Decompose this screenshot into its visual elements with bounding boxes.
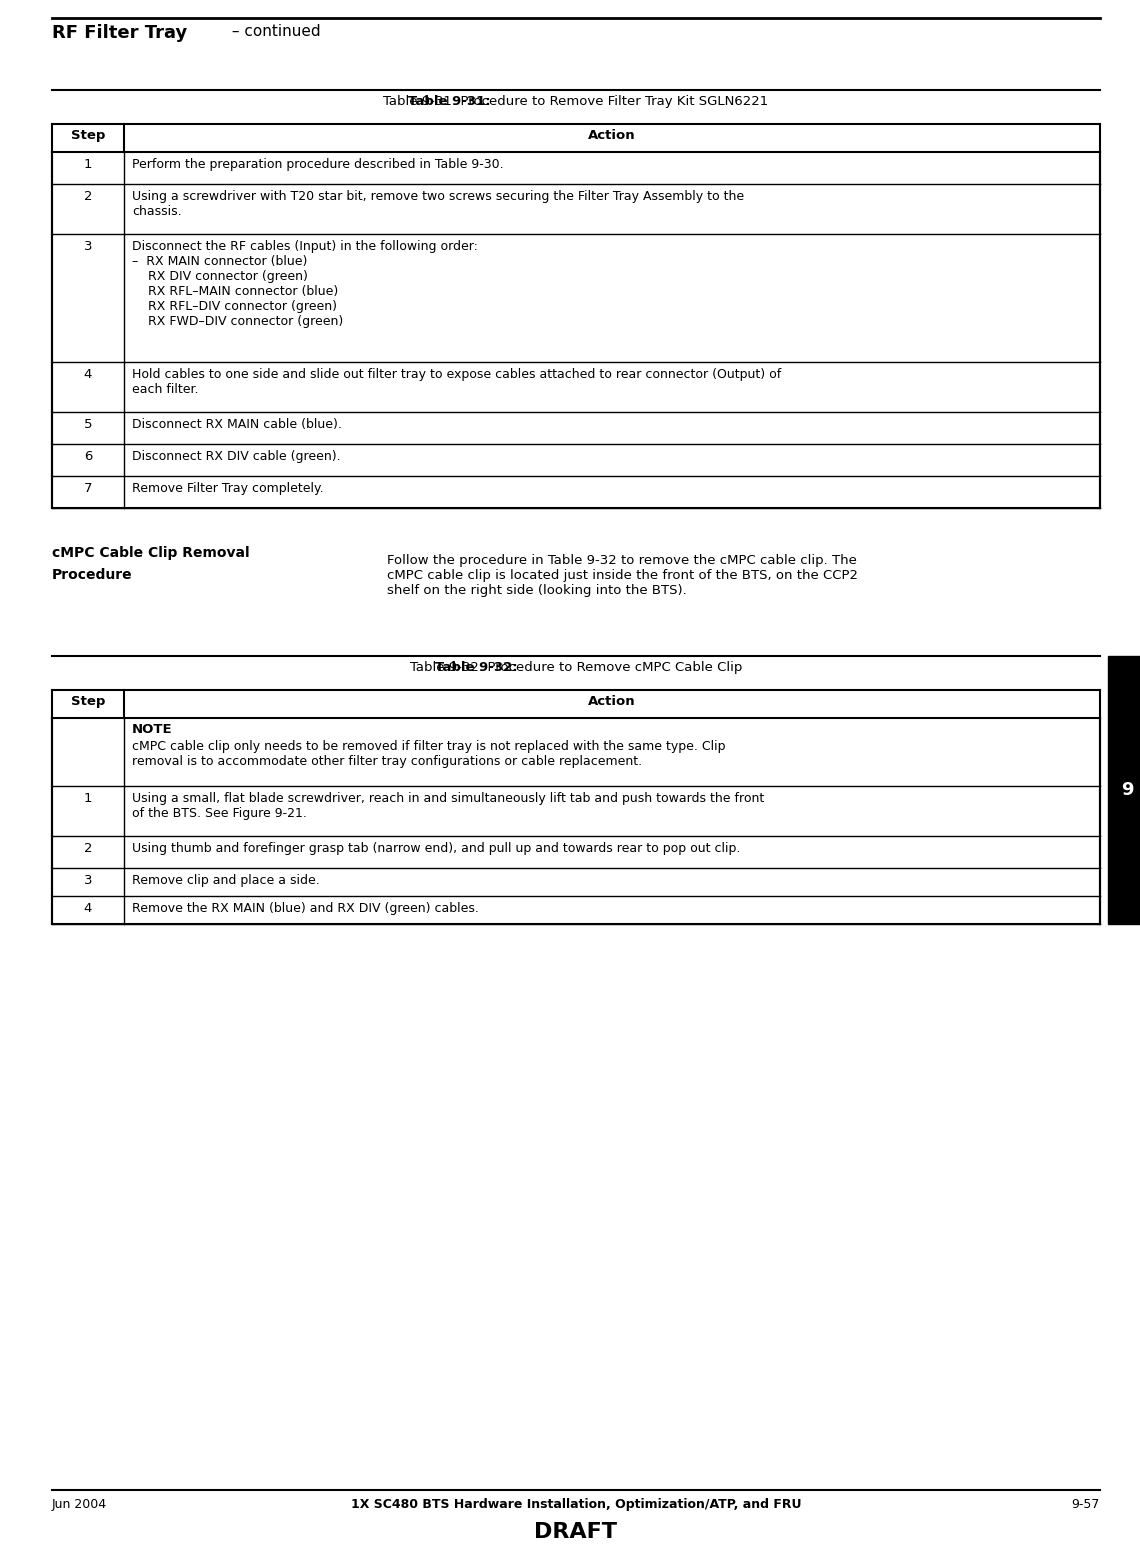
Text: Remove Filter Tray completely.: Remove Filter Tray completely. bbox=[132, 482, 324, 495]
Text: 4: 4 bbox=[84, 903, 92, 915]
Bar bbox=[1108, 656, 1140, 924]
Text: Remove the RX MAIN (blue) and RX DIV (green) cables.: Remove the RX MAIN (blue) and RX DIV (gr… bbox=[132, 903, 479, 915]
Text: Using a small, flat blade screwdriver, reach in and simultaneously lift tab and : Using a small, flat blade screwdriver, r… bbox=[132, 793, 764, 820]
Text: 5: 5 bbox=[83, 419, 92, 431]
Text: 3: 3 bbox=[83, 875, 92, 887]
Text: 1: 1 bbox=[83, 158, 92, 171]
Text: Perform the preparation procedure described in Table 9-30.: Perform the preparation procedure descri… bbox=[132, 158, 504, 171]
Text: cMPC Cable Clip Removal: cMPC Cable Clip Removal bbox=[52, 546, 250, 560]
Text: 7: 7 bbox=[83, 482, 92, 495]
Text: Table 9-31: Procedure to Remove Filter Tray Kit SGLN6221: Table 9-31: Procedure to Remove Filter T… bbox=[383, 95, 768, 109]
Text: Action: Action bbox=[588, 695, 636, 707]
Text: Hold cables to one side and slide out filter tray to expose cables attached to r: Hold cables to one side and slide out fi… bbox=[132, 368, 781, 396]
Text: – continued: – continued bbox=[227, 23, 320, 39]
Text: NOTE: NOTE bbox=[132, 723, 172, 737]
Text: 4: 4 bbox=[84, 368, 92, 382]
Text: Step: Step bbox=[71, 129, 105, 143]
Text: Jun 2004: Jun 2004 bbox=[52, 1498, 107, 1511]
Text: 9-57: 9-57 bbox=[1072, 1498, 1100, 1511]
Text: DRAFT: DRAFT bbox=[535, 1522, 618, 1542]
Text: 6: 6 bbox=[84, 450, 92, 464]
Text: Using a screwdriver with T20 star bit, remove two screws securing the Filter Tra: Using a screwdriver with T20 star bit, r… bbox=[132, 191, 744, 219]
Text: Procedure: Procedure bbox=[52, 568, 132, 582]
Text: cMPC cable clip only needs to be removed if filter tray is not replaced with the: cMPC cable clip only needs to be removed… bbox=[132, 740, 725, 768]
Text: 2: 2 bbox=[83, 842, 92, 855]
Text: 1: 1 bbox=[83, 793, 92, 805]
Text: 1X SC480 BTS Hardware Installation, Optimization/ATP, and FRU: 1X SC480 BTS Hardware Installation, Opti… bbox=[351, 1498, 801, 1511]
Text: RF Filter Tray: RF Filter Tray bbox=[52, 23, 187, 42]
Text: Disconnect RX DIV cable (green).: Disconnect RX DIV cable (green). bbox=[132, 450, 341, 464]
Text: Table 9-31:: Table 9-31: bbox=[408, 95, 490, 109]
Text: 3: 3 bbox=[83, 240, 92, 253]
Text: Table 9-32:: Table 9-32: bbox=[435, 661, 518, 675]
Text: Using thumb and forefinger grasp tab (narrow end), and pull up and towards rear : Using thumb and forefinger grasp tab (na… bbox=[132, 842, 740, 855]
Text: Remove clip and place a side.: Remove clip and place a side. bbox=[132, 875, 319, 887]
Text: Step: Step bbox=[71, 695, 105, 707]
Text: Disconnect the RF cables (Input) in the following order:
–  RX MAIN connector (b: Disconnect the RF cables (Input) in the … bbox=[132, 240, 478, 327]
Text: Disconnect RX MAIN cable (blue).: Disconnect RX MAIN cable (blue). bbox=[132, 419, 342, 431]
Text: Action: Action bbox=[588, 129, 636, 143]
Text: 2: 2 bbox=[83, 191, 92, 203]
Text: Table 9-32: Procedure to Remove cMPC Cable Clip: Table 9-32: Procedure to Remove cMPC Cab… bbox=[409, 661, 742, 675]
Text: 9: 9 bbox=[1121, 782, 1133, 799]
Text: Follow the procedure in Table 9-32 to remove the cMPC cable clip. The
cMPC cable: Follow the procedure in Table 9-32 to re… bbox=[386, 554, 858, 597]
